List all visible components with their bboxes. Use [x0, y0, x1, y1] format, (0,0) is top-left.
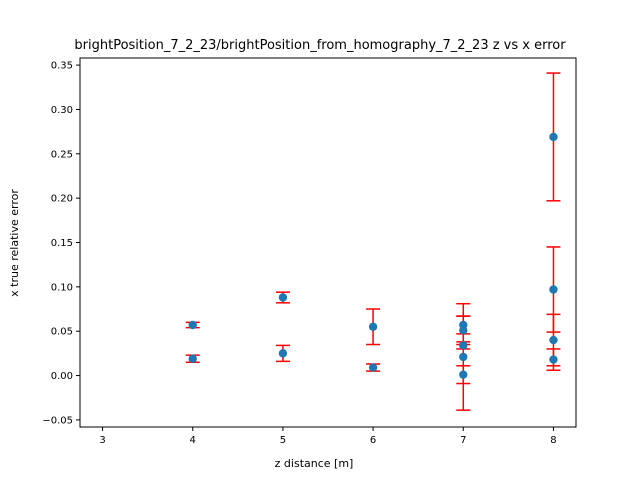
marker-series [188, 132, 558, 379]
y-tick-label: −0.05 [42, 415, 73, 426]
data-point [549, 132, 558, 142]
x-axis: 3 4 5 6 7 8 [99, 427, 557, 446]
data-point [459, 326, 468, 335]
data-point [459, 352, 468, 362]
y-axis: −0.05 0.00 0.05 0.10 0.15 0.20 0.25 0.30 0.35 [42, 61, 80, 426]
chart-title: brightPosition_7_2_23/brightPosition_fro… [74, 38, 566, 53]
data-point [549, 355, 558, 364]
y-tick-label: 0.35 [51, 61, 73, 72]
x-tick-label: 4 [190, 435, 196, 446]
x-tick-label: 6 [370, 435, 376, 446]
y-tick-label: 0.30 [51, 105, 73, 116]
y-tick-label: 0.05 [51, 327, 73, 338]
data-point [549, 285, 558, 294]
x-tick-label: 8 [550, 435, 556, 446]
y-tick-label: 0.10 [51, 282, 73, 293]
x-axis-label: z distance [m] [275, 457, 354, 470]
data-point [549, 335, 558, 345]
errorbar-series [185, 72, 561, 411]
data-point [278, 349, 288, 358]
data-point [188, 320, 197, 330]
y-tick-label: 0.25 [51, 149, 73, 160]
data-point [459, 370, 468, 379]
y-tick-label: 0.00 [51, 371, 73, 382]
data-point [459, 341, 468, 350]
x-tick-label: 3 [99, 435, 105, 446]
data-point [188, 354, 197, 363]
data-point [368, 363, 378, 372]
plot-frame [79, 57, 577, 428]
y-tick-label: 0.20 [51, 194, 73, 205]
data-point [368, 322, 378, 331]
data-point [278, 293, 288, 302]
x-tick-label: 7 [460, 435, 466, 446]
x-tick-label: 5 [280, 435, 286, 446]
y-tick-label: 0.15 [51, 238, 73, 249]
y-axis-label: x true relative error [8, 189, 21, 297]
